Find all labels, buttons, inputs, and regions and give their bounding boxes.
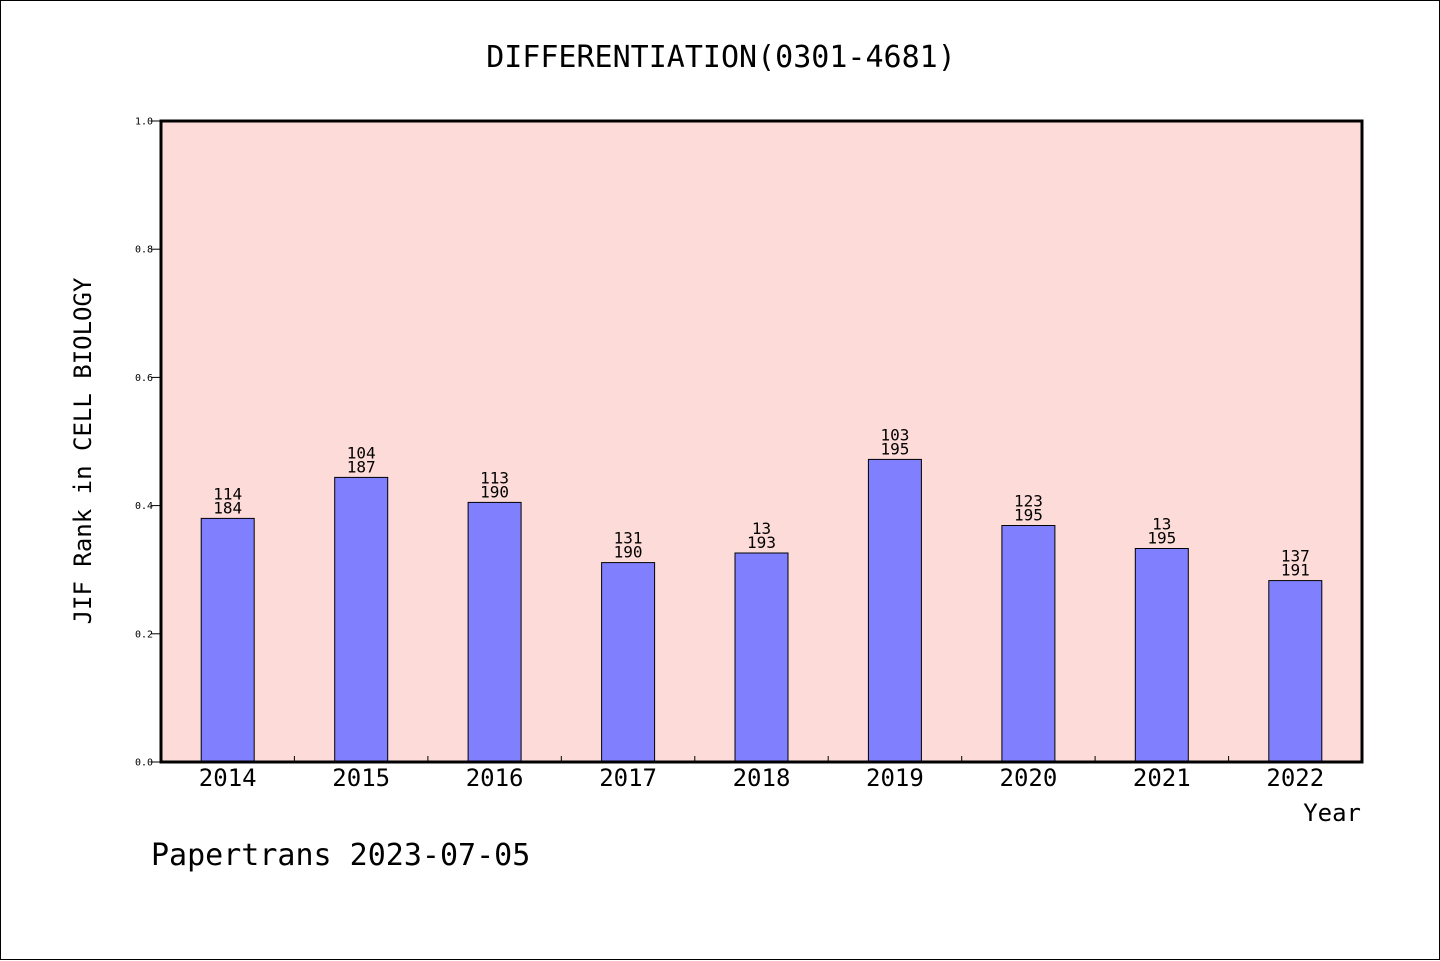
x-tick-label-2014: 2014 [199,764,257,792]
y-axis-label: JIF Rank in CELL BIOLOGY [69,277,97,624]
bar-label-total-2021: 195 [1147,529,1176,548]
bar-2015 [334,476,389,763]
bar-label-rank-2021: 13 [1152,515,1171,534]
bar-2020 [1001,525,1056,763]
bar-label-total-2014: 184 [213,498,242,517]
bar-label-rank-2015: 104 [347,443,376,462]
x-tick-label-2015: 2015 [332,764,390,792]
x-tick-label-2016: 2016 [466,764,524,792]
bar-label-rank-2017: 131 [614,529,643,548]
bar-label-rank-2018: 13 [752,519,771,538]
ticks-layer: 2014 2015 2016 2017 2018 2019 2020 2021 2022 0.0 0… [135,117,1324,793]
bar-2022 [1268,580,1323,763]
bar-label-rank-2020: 123 [1014,492,1043,511]
bar-label-rank-2019: 103 [880,425,909,444]
x-tick-label-2019: 2019 [866,764,924,792]
bar-2019 [867,458,922,763]
bar-label-rank-2014: 114 [213,484,242,503]
bar-2016 [467,501,522,763]
y-tick-label-0.2: 0.2 [135,629,153,640]
y-tick-label-1.0: 1.0 [135,117,153,128]
bar-2021 [1134,548,1189,763]
bar-label-total-2017: 190 [614,543,643,562]
bar-label-total-2015: 187 [347,457,376,476]
bar-2017 [601,562,656,763]
x-tick-label-2022: 2022 [1266,764,1324,792]
bar-label-total-2022: 191 [1281,561,1310,580]
x-tick-label-2018: 2018 [733,764,791,792]
x-tick-label-2017: 2017 [599,764,657,792]
y-tick-label-0.8: 0.8 [135,245,153,256]
bar-label-rank-2016: 113 [480,468,509,487]
bar-2014 [200,517,255,763]
plot-border [159,119,1364,764]
bar-label-total-2016: 190 [480,482,509,501]
x-axis-label: Year [1303,799,1361,827]
bar-label-total-2018: 193 [747,533,776,552]
y-tick-label-0.4: 0.4 [135,501,153,512]
x-tick-label-2020: 2020 [1000,764,1058,792]
x-tick-label-2021: 2021 [1133,764,1191,792]
bar-label-total-2020: 195 [1014,506,1043,525]
bar-2018 [734,552,789,763]
bar-label-rank-2022: 137 [1281,547,1310,566]
y-tick-label-0.6: 0.6 [135,373,153,384]
bars-layer: 1141841041871131901311901319310319512319… [200,425,1323,763]
chart-title: DIFFERENTIATION(0301-4681) [486,40,956,75]
y-tick-label-0.0: 0.0 [135,758,153,769]
footer-credit: Papertrans 2023-07-05 [151,838,530,873]
bar-label-total-2019: 195 [880,439,909,458]
